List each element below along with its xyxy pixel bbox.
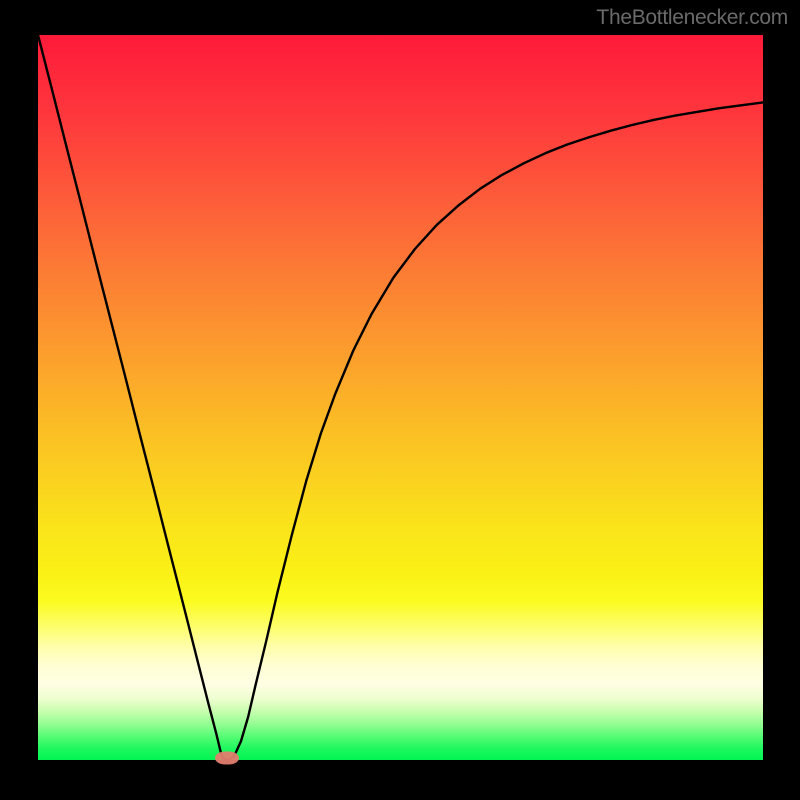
gradient-background <box>38 35 763 760</box>
chart-container: TheBottlenecker.com <box>0 0 800 800</box>
watermark-text: TheBottlenecker.com <box>596 6 788 30</box>
optimum-marker <box>215 751 239 764</box>
plot-area <box>38 35 763 760</box>
